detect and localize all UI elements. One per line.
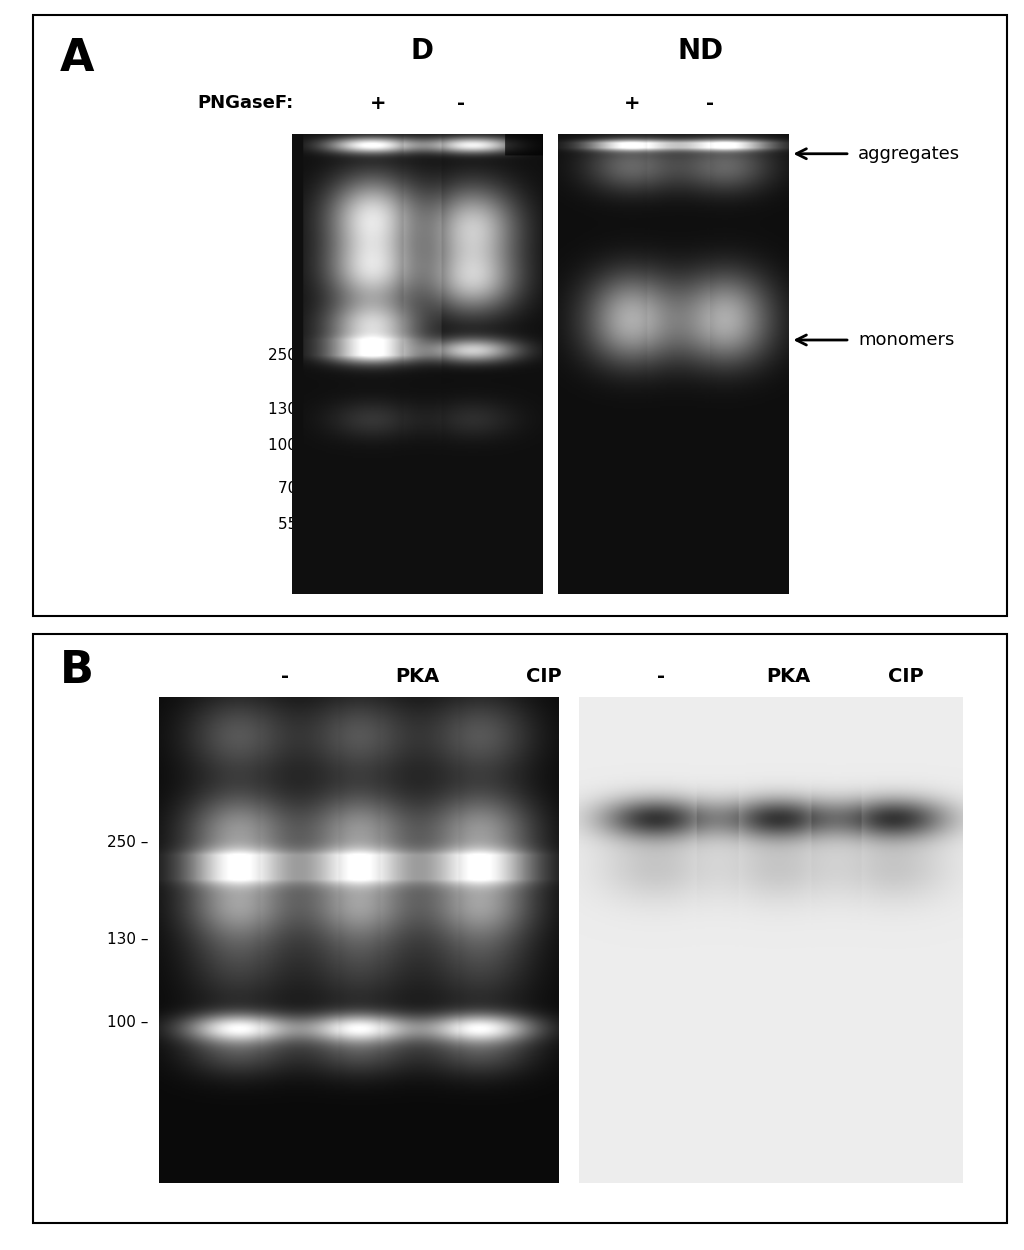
Text: CIP: CIP bbox=[526, 668, 562, 686]
Text: 130 –: 130 – bbox=[106, 932, 148, 948]
Text: PNGaseF:: PNGaseF: bbox=[197, 95, 293, 112]
Text: PKA: PKA bbox=[395, 668, 439, 686]
FancyBboxPatch shape bbox=[33, 15, 1007, 616]
Text: -: - bbox=[457, 94, 465, 112]
Text: monomers: monomers bbox=[858, 331, 954, 349]
Text: 100 –: 100 – bbox=[108, 1015, 148, 1030]
Text: ND: ND bbox=[678, 36, 724, 65]
Text: A: A bbox=[60, 36, 94, 80]
Text: D: D bbox=[411, 36, 433, 65]
Text: aggregates: aggregates bbox=[858, 145, 961, 162]
Text: +: + bbox=[624, 94, 640, 112]
FancyBboxPatch shape bbox=[33, 634, 1007, 1222]
Text: B: B bbox=[60, 649, 94, 692]
Text: -: - bbox=[657, 668, 666, 686]
Text: CIP: CIP bbox=[888, 668, 924, 686]
Text: 130 –: 130 – bbox=[268, 402, 309, 418]
Text: -: - bbox=[281, 668, 289, 686]
Text: 55 –: 55 – bbox=[278, 518, 309, 532]
Text: 250 –: 250 – bbox=[268, 348, 309, 362]
Text: PKA: PKA bbox=[767, 668, 811, 686]
Text: +: + bbox=[370, 94, 386, 112]
Text: 250 –: 250 – bbox=[108, 835, 148, 850]
Text: 70 –: 70 – bbox=[278, 481, 309, 496]
Text: -: - bbox=[707, 94, 715, 112]
Text: 100 –: 100 – bbox=[268, 439, 309, 454]
